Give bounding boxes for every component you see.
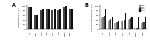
- Bar: [124, 20, 125, 29]
- Y-axis label: Annual susceptibility (%): Annual susceptibility (%): [91, 3, 93, 31]
- Bar: [40, 10, 42, 29]
- Bar: [57, 10, 59, 29]
- Bar: [136, 28, 137, 29]
- Bar: [105, 9, 106, 29]
- Bar: [129, 19, 130, 29]
- Legend: 2011, 2012, 2013, 2014: 2011, 2012, 2013, 2014: [138, 5, 146, 11]
- Bar: [111, 17, 113, 29]
- Bar: [101, 18, 102, 29]
- Bar: [143, 22, 145, 29]
- Bar: [30, 7, 32, 29]
- Bar: [130, 18, 131, 29]
- Bar: [117, 22, 118, 29]
- Bar: [114, 23, 116, 29]
- Bar: [122, 21, 123, 29]
- Bar: [54, 9, 56, 29]
- Bar: [48, 9, 50, 29]
- Bar: [109, 20, 110, 29]
- Bar: [63, 7, 65, 29]
- Bar: [138, 17, 139, 29]
- Bar: [108, 21, 109, 29]
- Bar: [28, 7, 30, 29]
- Bar: [137, 28, 138, 29]
- Bar: [69, 9, 71, 29]
- Bar: [71, 9, 73, 29]
- Bar: [128, 20, 129, 29]
- Bar: [36, 15, 38, 29]
- Bar: [51, 10, 53, 29]
- Bar: [34, 15, 36, 29]
- Text: B: B: [85, 3, 89, 8]
- Bar: [65, 6, 67, 29]
- Bar: [142, 22, 143, 29]
- Bar: [145, 17, 146, 29]
- Bar: [134, 28, 135, 29]
- Bar: [131, 17, 132, 29]
- Bar: [102, 17, 103, 29]
- Bar: [59, 9, 61, 29]
- Bar: [125, 13, 126, 29]
- Bar: [46, 9, 48, 29]
- Bar: [104, 16, 105, 29]
- Bar: [141, 23, 142, 29]
- Bar: [118, 21, 119, 29]
- Bar: [116, 22, 117, 29]
- Y-axis label: Susceptibility (%): Susceptibility (%): [18, 7, 20, 27]
- Bar: [110, 19, 111, 29]
- Bar: [42, 9, 44, 29]
- Text: A: A: [12, 3, 16, 8]
- Bar: [121, 21, 122, 29]
